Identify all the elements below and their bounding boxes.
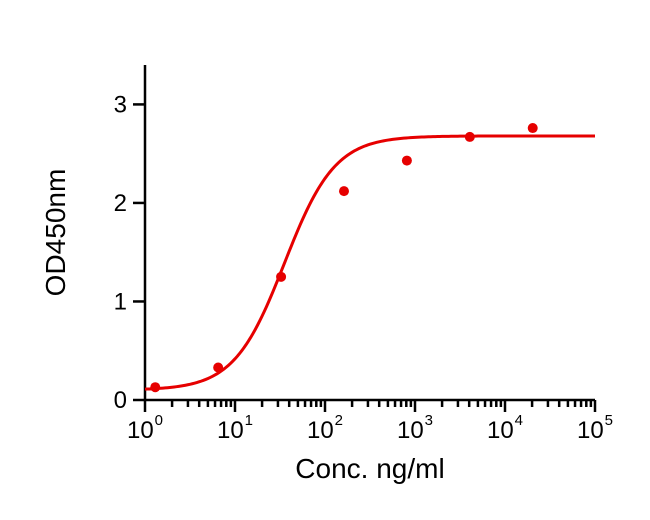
y-tick-label: 2 <box>114 190 127 217</box>
y-axis-label: OD450nm <box>40 169 71 297</box>
data-point <box>150 382 160 392</box>
elisa-dose-response-chart: 100101102103104105Conc. ng/ml0123OD450nm <box>0 0 650 520</box>
data-point <box>339 186 349 196</box>
y-tick-label: 1 <box>114 288 127 315</box>
data-point <box>213 362 223 372</box>
chart-svg: 100101102103104105Conc. ng/ml0123OD450nm <box>0 0 650 520</box>
x-axis-label: Conc. ng/ml <box>295 453 444 484</box>
data-point <box>402 156 412 166</box>
y-tick-label: 0 <box>114 387 127 414</box>
data-point <box>276 272 286 282</box>
y-tick-label: 3 <box>114 91 127 118</box>
data-point <box>465 132 475 142</box>
data-point <box>528 123 538 133</box>
